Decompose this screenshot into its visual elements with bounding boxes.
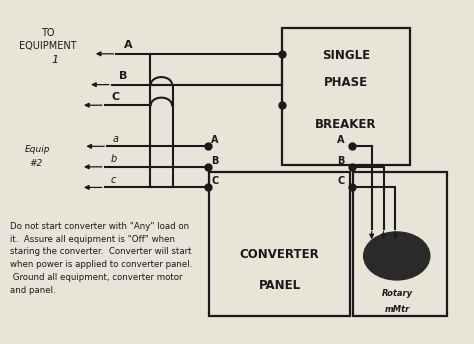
Text: a: a [113, 134, 118, 144]
Text: PANEL: PANEL [258, 279, 301, 292]
Text: B: B [337, 156, 345, 166]
Text: SINGLE: SINGLE [322, 49, 370, 62]
Text: b: b [110, 154, 117, 164]
Text: PHASE: PHASE [324, 76, 368, 89]
Text: B: B [119, 71, 127, 81]
Text: CONVERTER: CONVERTER [240, 248, 319, 261]
Text: EQUIPMENT: EQUIPMENT [19, 41, 77, 51]
Text: Do not start converter with "Any" load on
it.  Assure all equipment is "Off" whe: Do not start converter with "Any" load o… [10, 222, 192, 295]
Text: Rotary: Rotary [382, 289, 413, 298]
Text: A: A [211, 135, 219, 145]
Text: C: C [112, 92, 120, 101]
Bar [353, 172, 447, 316]
Text: BREAKER: BREAKER [315, 118, 376, 130]
Text: TO: TO [41, 28, 55, 38]
Text: A: A [124, 40, 132, 50]
Text: C: C [337, 176, 345, 186]
Bar [209, 172, 350, 316]
Text: A: A [337, 135, 345, 145]
Text: #2: #2 [29, 159, 42, 168]
Bar [282, 28, 410, 165]
Text: c: c [110, 175, 116, 185]
Text: C: C [211, 176, 218, 186]
Text: 1: 1 [52, 55, 59, 65]
Circle shape [364, 232, 430, 280]
Text: Equip: Equip [24, 145, 50, 154]
Text: mMtr: mMtr [385, 305, 410, 314]
Text: B: B [211, 156, 219, 166]
